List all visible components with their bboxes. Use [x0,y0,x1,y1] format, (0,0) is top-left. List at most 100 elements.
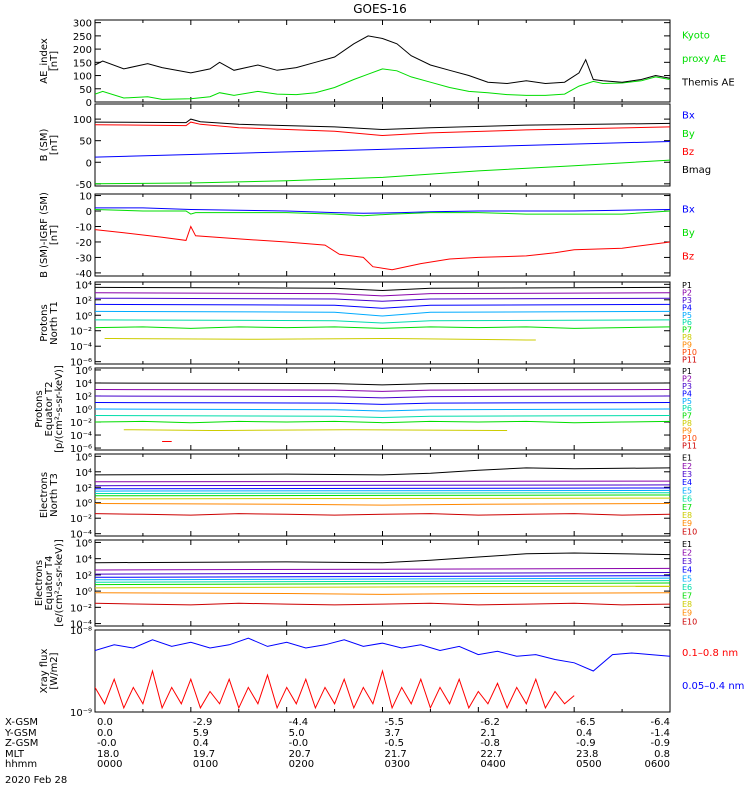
y-tick-label: 10² [75,296,92,307]
series-line-p5 [95,408,670,412]
series-line-0-1-0-8-nm [95,669,575,710]
panel-frame [94,103,671,187]
series-line-p7 [95,326,670,329]
panel-bdiff: 10 0 -10 -20 -30 -40 B (SM)-IGRF (SM) [nT] Bx By B… [39,192,695,280]
legend-entry: proxy AE [682,54,726,65]
y-tick-label: 10⁴ [75,468,92,479]
legend-entry: E7 [682,503,692,512]
legend-entry: P4 [682,303,692,312]
y-tick-label: 0 [86,158,92,169]
orbit-cell: 0.4 [193,738,209,749]
legend-entry: P3 [682,296,692,305]
series-line-e5 [95,577,670,581]
y-axis-label: B (SM)-IGRF (SM) [39,192,50,278]
orbit-cell: -6.2 [480,717,500,728]
legend-entry: E8 [682,600,692,609]
legend-entry: E2 [682,462,692,471]
y-tick-label: 10⁻⁹ [70,708,92,719]
panel-bsm: 100 50 0 -50 B (SM) [nT] Bx By Bz Bmag [39,103,711,191]
legend-entry: Bmag [682,165,711,176]
orbit-cell: 0500 [576,759,601,770]
y-axis-label: AE_index [39,38,50,84]
legend-entry: P6 [682,318,692,327]
orbit-cell: 20.7 [289,749,311,760]
y-tick-label: 10⁰ [75,405,92,416]
orbit-cell: -4.4 [289,717,309,728]
y-tick-label: 200 [73,45,92,56]
orbit-cell: 23.8 [576,749,598,760]
legend-entry: P10 [682,348,697,357]
orbit-cell: 0200 [289,759,314,770]
series-group [95,35,670,100]
legend-entry: Bx [682,111,695,122]
orbit-row-label: MLT [5,749,25,760]
legend-entry: P11 [682,442,697,451]
orbit-cell: -0.9 [650,738,670,749]
panel-electrons_t4: 10⁶ 10⁴ 10² 10⁰ 10⁻² 10⁻⁴ Electrons Equator T4[… [34,538,697,630]
series-group [95,286,670,341]
legend-entry: P8 [682,333,692,342]
series-line-e1 [95,467,670,476]
y-tick-label: 250 [73,32,92,43]
series-line-e9 [95,592,670,595]
legend-entry: Bz [682,147,694,158]
y-axis-label: [nT] [49,51,60,71]
orbit-row-label: Y-GSM [4,728,37,739]
panel-xray: 10⁻⁸ 10⁻⁹ Xray flux [W/m2] 0.1–0.8 nm 0.05–0.… [39,626,744,719]
y-tick-label: 150 [73,58,92,69]
y-tick-label: 10⁻² [70,514,92,525]
series-line-e9 [95,503,670,506]
panel-ae: 300 250 200 150 100 50 0 AE_index [nT] Kyoto proxy… [39,19,735,109]
legend-entry: E8 [682,511,692,520]
legend-entry: P2 [682,288,692,297]
series-line-e3 [95,572,670,575]
y-tick-label: 10² [75,571,92,582]
series-line-by [95,159,670,185]
orbit-cell: -0.0 [289,738,309,749]
y-tick-label: 50 [79,137,92,148]
y-tick-label: 10⁻² [70,418,92,429]
legend-entry: P3 [682,382,692,391]
legend-entry: E5 [682,574,692,583]
series-line-e7 [95,582,670,586]
y-axis-label: Electrons [34,560,45,606]
y-axis-label: Protons [39,304,50,341]
y-tick-label: 10⁻⁸ [70,626,92,637]
series-line-e10 [95,602,670,606]
series-line-p3 [95,395,670,399]
legend-entry: E4 [682,478,692,487]
y-tick-label: 10⁴ [75,379,92,390]
legend-entry: By [682,129,695,140]
series-group [95,637,670,710]
legend-entry: E9 [682,519,692,528]
panel-protons_t2: 10⁶ 10⁴ 10² 10⁰ 10⁻² 10⁻⁴ 10⁻⁶ Protons Equator T… [34,365,697,455]
series-group [95,552,670,606]
y-tick-label: 10² [75,392,92,403]
orbit-cell: 22.7 [480,749,502,760]
legend-entry: P5 [682,397,692,406]
legend-entry: E1 [682,454,692,463]
series-line-e1 [95,552,670,564]
orbit-cell: 5.9 [193,728,209,739]
legend-entry: P1 [682,367,692,376]
orbit-cell: 0000 [97,759,122,770]
series-line-p7 [95,420,670,424]
y-axis-label: Equator T4 [44,556,55,611]
series-line-themis-ae [95,35,670,85]
legend-entry: E10 [682,617,697,626]
orbit-cell: -2.9 [193,717,213,728]
legend-entry: P10 [682,434,697,443]
y-axis-label: Protons [34,390,45,427]
y-axis-label: [W/m2] [49,652,60,689]
orbit-cell: 2.1 [480,728,496,739]
orbit-cell: 21.7 [385,749,407,760]
orbit-cell: 0.0 [97,728,113,739]
legend-entry: P7 [682,326,692,335]
legend-entry: P4 [682,389,692,398]
y-tick-label: 0 [86,98,92,109]
series-line-p2 [95,389,670,392]
orbit-cell: 5.0 [289,728,305,739]
orbit-cell: 0400 [480,759,505,770]
orbit-cell: -0.0 [97,738,117,749]
